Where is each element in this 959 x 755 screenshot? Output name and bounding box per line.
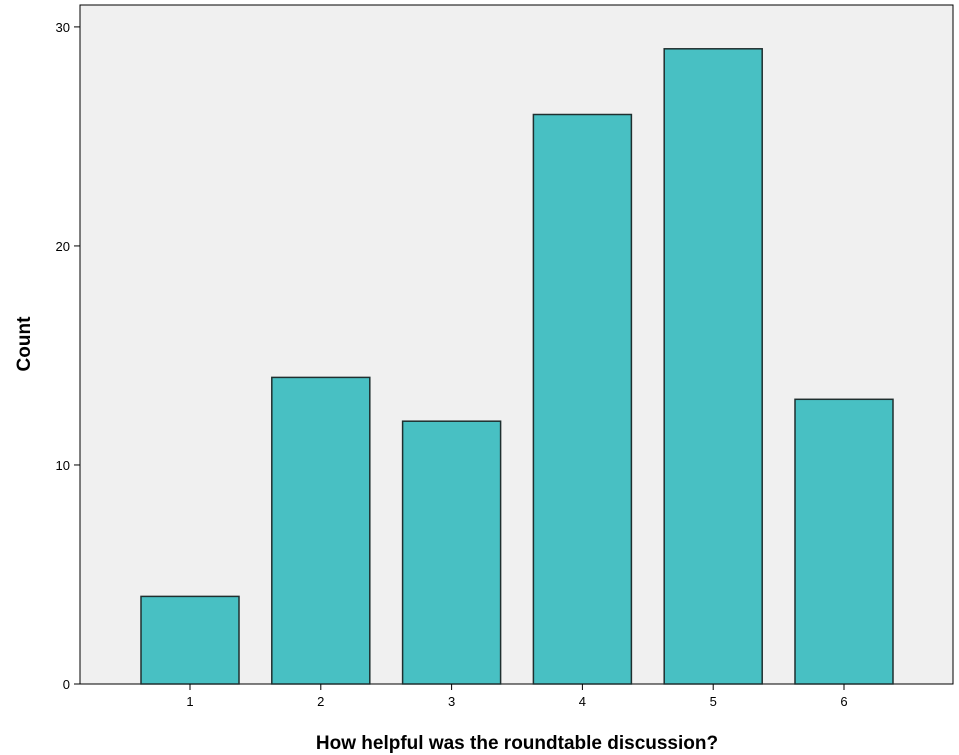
y-axis: 0 10 20 30 bbox=[56, 20, 80, 692]
y-tick-label-0: 0 bbox=[63, 677, 70, 692]
x-tick-label-6: 6 bbox=[840, 694, 847, 709]
bar-6 bbox=[794, 398, 894, 685]
y-axis-title: Count bbox=[14, 316, 35, 372]
x-tick-label-3: 3 bbox=[448, 694, 455, 709]
bar-2 bbox=[271, 376, 371, 685]
bar-3 bbox=[401, 420, 502, 685]
bar-1 bbox=[140, 595, 240, 685]
x-tick-label-1: 1 bbox=[186, 694, 193, 709]
x-tick-label-5: 5 bbox=[710, 694, 717, 709]
y-tick-label-20: 20 bbox=[56, 239, 70, 254]
x-tick-label-4: 4 bbox=[579, 694, 586, 709]
y-tick-label-10: 10 bbox=[56, 458, 70, 473]
bar-5 bbox=[663, 48, 763, 685]
x-tick-label-2: 2 bbox=[317, 694, 324, 709]
x-axis-title: How helpful was the roundtable discussio… bbox=[316, 733, 718, 754]
x-axis: 1 2 3 4 5 6 bbox=[186, 684, 848, 709]
bar-4 bbox=[532, 113, 633, 685]
y-tick-label-30: 30 bbox=[56, 20, 70, 35]
bars-group bbox=[140, 48, 894, 685]
